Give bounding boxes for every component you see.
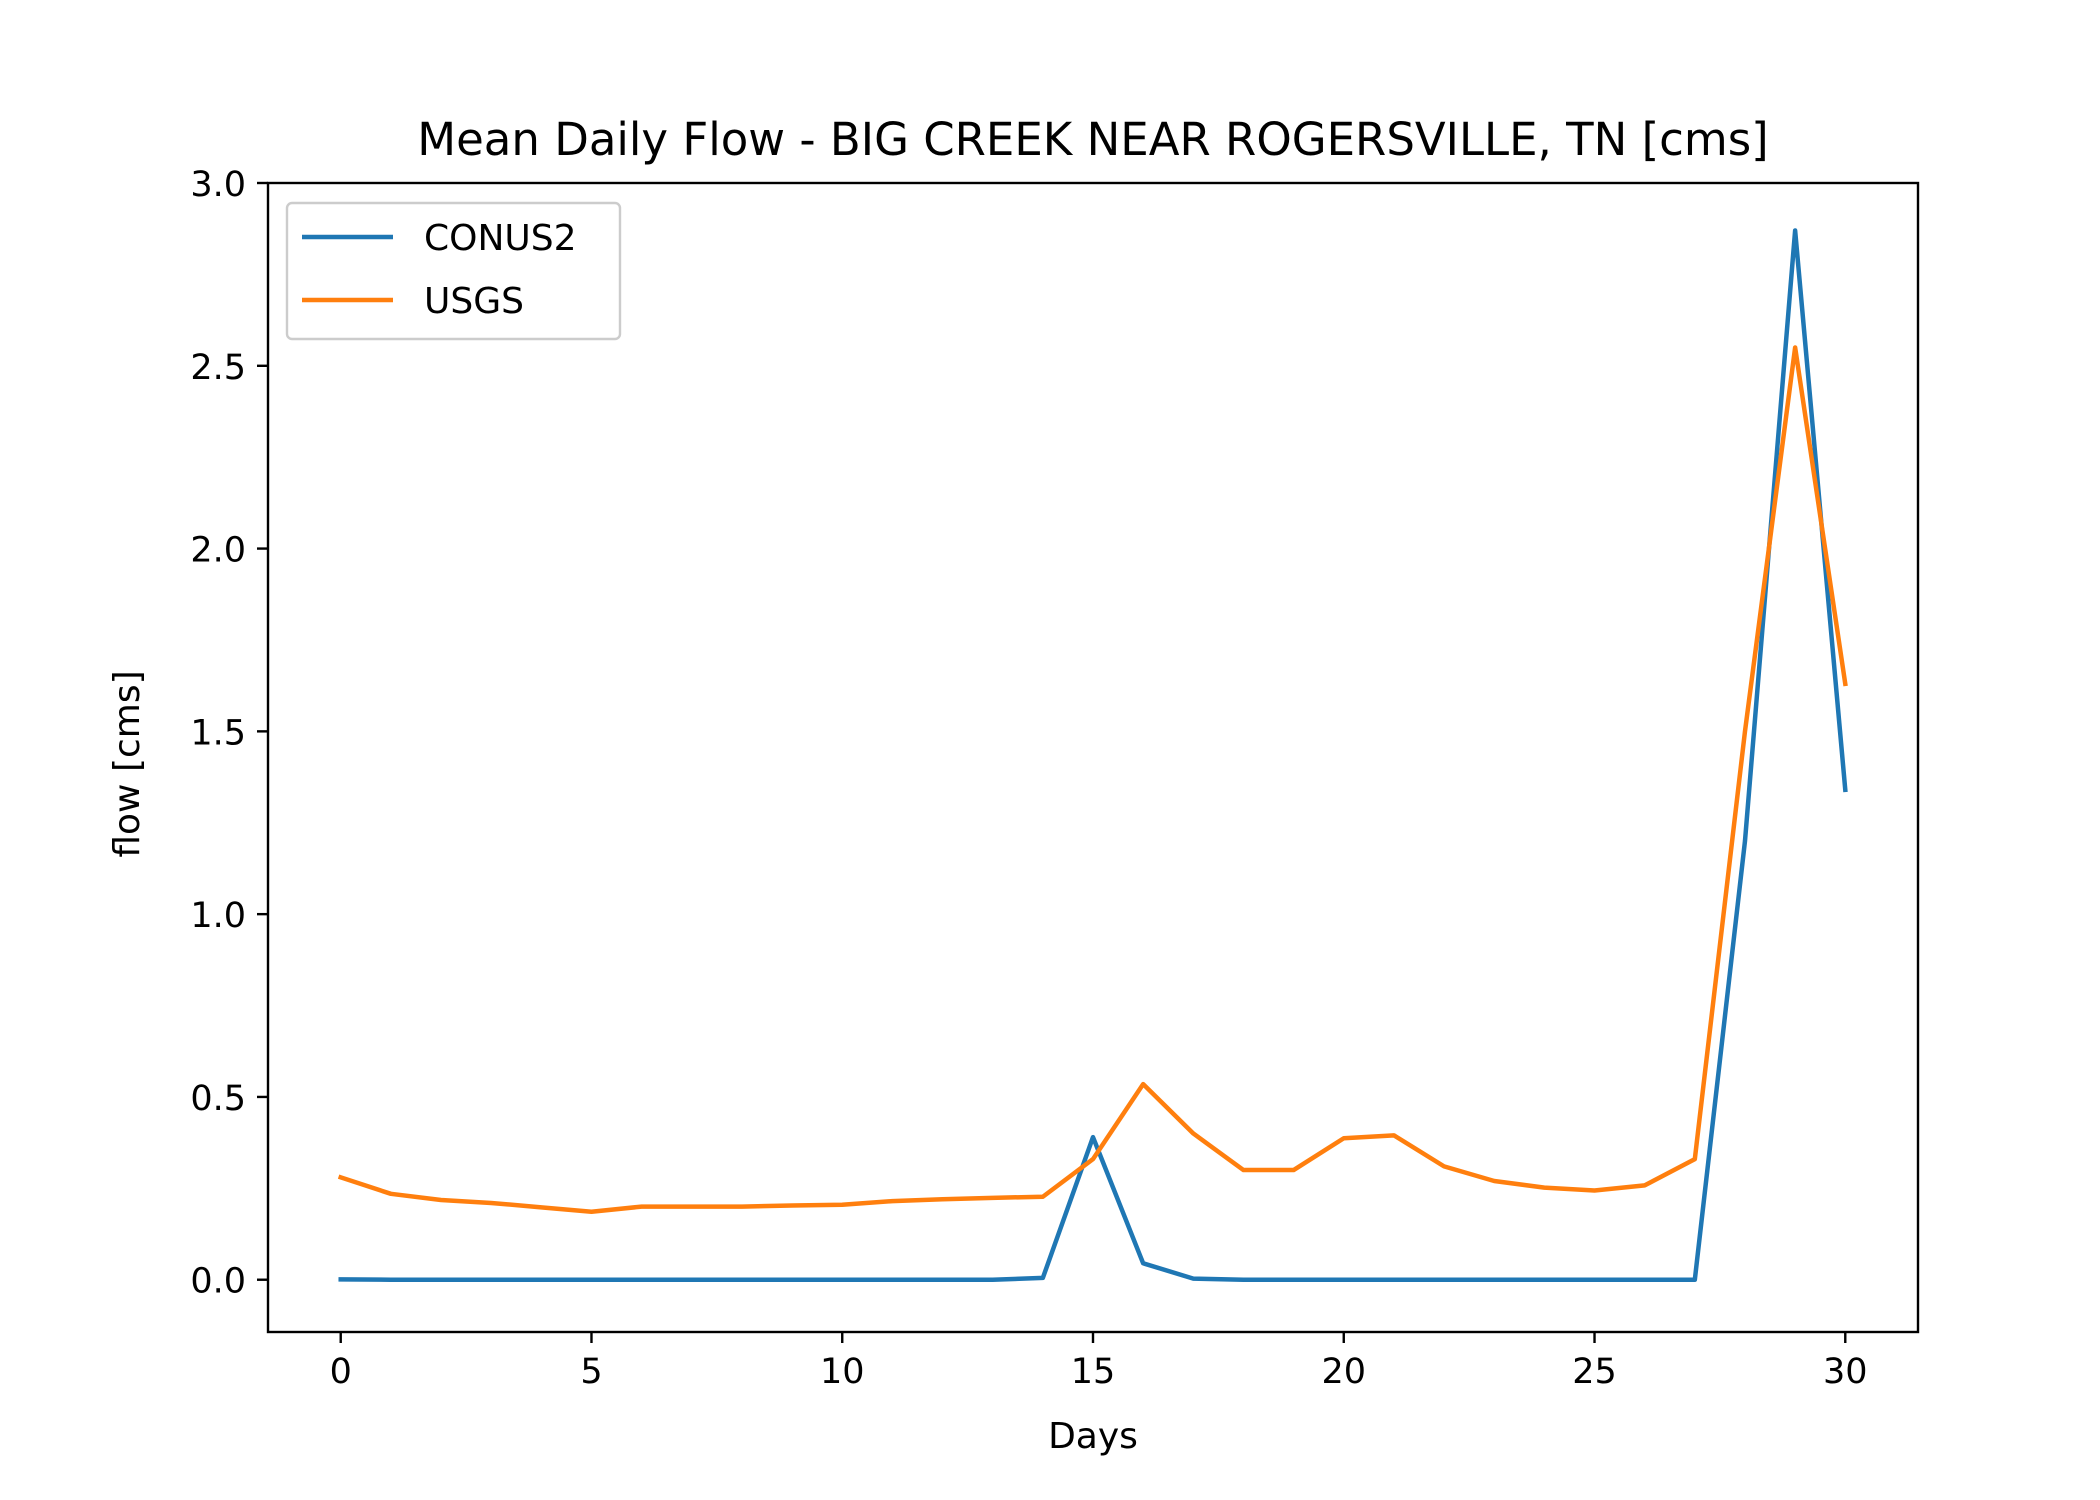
x-tick-label: 0 <box>330 1352 352 1392</box>
y-axis: 0.0 0.5 1.0 1.5 2.0 2.5 3.0 <box>190 165 268 1302</box>
legend-label-conus2: CONUS2 <box>424 218 577 259</box>
x-tick-label: 15 <box>1071 1352 1116 1392</box>
y-tick-label: 2.5 <box>190 348 246 388</box>
y-axis-label: flow [cms] <box>107 670 148 857</box>
series-line-conus2 <box>338 228 1848 1282</box>
y-tick-label: 1.0 <box>190 896 246 936</box>
x-tick-label: 30 <box>1823 1352 1868 1392</box>
y-tick-label: 0.0 <box>190 1262 246 1302</box>
series-layer <box>337 228 1848 1282</box>
x-tick-label: 20 <box>1321 1352 1366 1392</box>
y-tick-label: 0.5 <box>190 1079 246 1119</box>
x-tick-label: 5 <box>580 1352 602 1392</box>
y-tick-label: 2.0 <box>190 531 246 571</box>
series-line-usgs <box>337 345 1848 1214</box>
chart-title: Mean Daily Flow - BIG CREEK NEAR ROGERSV… <box>417 113 1768 166</box>
y-tick-label: 1.5 <box>190 713 246 753</box>
legend-label-usgs: USGS <box>424 281 524 322</box>
x-axis: 0 5 10 15 20 25 30 <box>330 1332 1868 1392</box>
x-tick-label: 10 <box>820 1352 865 1392</box>
y-tick-label: 3.0 <box>190 165 246 205</box>
x-tick-label: 25 <box>1572 1352 1617 1392</box>
x-axis-label: Days <box>1048 1416 1138 1457</box>
legend: CONUS2 USGS <box>285 201 622 341</box>
